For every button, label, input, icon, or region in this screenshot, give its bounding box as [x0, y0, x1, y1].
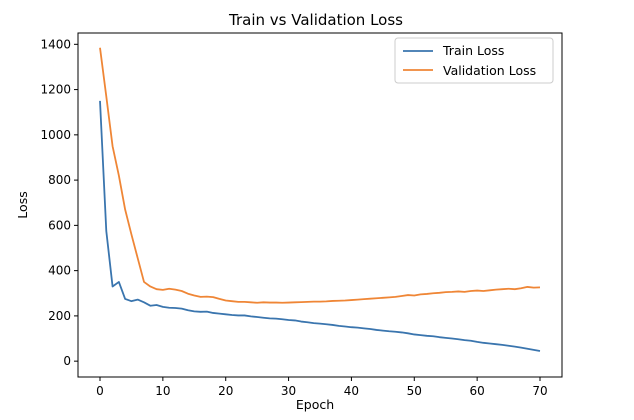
- y-tick-label: 1000: [40, 128, 71, 142]
- legend-label-train-loss: Train Loss: [442, 43, 504, 58]
- y-axis-label: Loss: [15, 191, 30, 218]
- x-axis-label: Epoch: [296, 397, 334, 412]
- plot-area: [77, 32, 563, 378]
- chart-title: Train vs Validation Loss: [228, 11, 403, 29]
- legend: Train Loss Validation Loss: [394, 37, 554, 84]
- x-axis-ticks: 0 10 20 30 40 50 60 70: [96, 377, 548, 398]
- series-line-validation-loss: [99, 47, 541, 304]
- y-tick-label: 800: [48, 173, 71, 187]
- y-tick-label: 400: [48, 264, 71, 278]
- y-tick-label: 0: [63, 354, 71, 368]
- x-tick-label: 20: [218, 384, 233, 398]
- x-tick-label: 30: [281, 384, 296, 398]
- y-tick-label: 200: [48, 309, 71, 323]
- y-tick-label: 600: [48, 218, 71, 232]
- legend-box: [394, 37, 554, 84]
- series-line-train-loss: [99, 100, 541, 352]
- x-tick-label: 40: [344, 384, 359, 398]
- y-axis-ticks: 0 200 400 600 800 1000 1200 1400: [40, 37, 78, 368]
- x-tick-label: 10: [155, 384, 170, 398]
- x-tick-label: 70: [532, 384, 547, 398]
- series-layer: [99, 47, 541, 352]
- x-tick-label: 60: [470, 384, 485, 398]
- legend-label-validation-loss: Validation Loss: [443, 63, 536, 78]
- x-tick-label: 50: [407, 384, 422, 398]
- y-tick-label: 1200: [40, 83, 71, 97]
- y-tick-label: 1400: [40, 37, 71, 51]
- x-tick-label: 0: [96, 384, 104, 398]
